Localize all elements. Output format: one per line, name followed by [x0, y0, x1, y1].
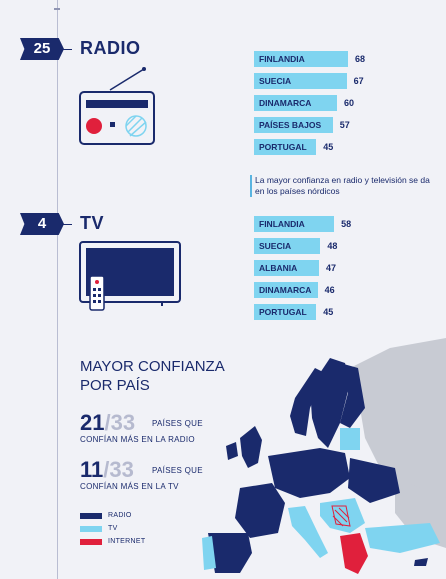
tv-rank-flag: 4 [20, 213, 64, 235]
legend-swatch-tv [80, 526, 102, 532]
tv-icon [79, 241, 181, 311]
map-region-portugal [202, 536, 216, 570]
bar-albania [254, 260, 319, 276]
map-region-italy [288, 506, 328, 558]
map-region-finland [340, 363, 365, 428]
legend-label-tv: TV [108, 525, 118, 532]
bar-value: 48 [327, 241, 338, 251]
bar-label: PORTUGAL [259, 307, 307, 317]
legend-swatch-internet [80, 539, 102, 545]
timeline-marker [54, 8, 60, 10]
bar-label: SUECIA [259, 76, 292, 86]
tv-tick [62, 224, 72, 225]
map-region-greece [340, 533, 368, 574]
bar-value: 46 [324, 285, 335, 295]
map-region-ukraine [348, 458, 400, 503]
legend-label-radio: RADIO [108, 512, 132, 519]
map-region-uk [240, 426, 262, 468]
map-title: MAYOR CONFIANZA POR PAÍS [80, 357, 225, 395]
bar-portugal [254, 304, 317, 320]
map-region-spain [208, 533, 252, 573]
map-region-cyprus [414, 558, 428, 566]
nordic-note: La mayor confianza en radio y televisión… [255, 175, 430, 196]
europe-map [202, 338, 446, 574]
bar-value: 67 [353, 76, 364, 86]
stat-radio-line2: CONFÍAN MÁS EN LA RADIO [80, 435, 195, 444]
bar-dinamarca [254, 282, 318, 298]
stat-radio-total: /33 [104, 410, 136, 435]
bar-label: PORTUGAL [259, 142, 307, 152]
tv-rank: 4 [37, 215, 47, 232]
bar-suecia [254, 73, 347, 89]
map-region-norway [290, 368, 325, 436]
map-hatch-lines [332, 507, 350, 527]
bar-value: 58 [341, 219, 352, 229]
bar-label: SUECIA [259, 241, 292, 251]
stat-radio-fraction: 21/33 [80, 410, 135, 436]
bar-label: DINAMARCA [259, 98, 312, 108]
stat-tv-fraction: 11/33 [80, 457, 134, 483]
radio-icon [79, 67, 155, 145]
bar-label: PAÍSES BAJOS [259, 120, 322, 130]
map-region-france [235, 483, 285, 538]
radio-tick [62, 49, 72, 50]
timeline-line [57, 0, 58, 579]
map-region-ireland [226, 442, 238, 460]
stat-tv-line1: PAÍSES QUE [152, 466, 203, 475]
radio-title: RADIO [80, 38, 141, 58]
bar-value: 57 [339, 120, 350, 130]
bar-value: 68 [355, 54, 366, 64]
stat-tv-line2: CONFÍAN MÁS EN LA TV [80, 482, 179, 491]
stat-radio-line1: PAÍSES QUE [152, 419, 203, 428]
map-region-balkans [320, 498, 365, 533]
bar-portugal [254, 139, 317, 155]
bar-value: 60 [343, 98, 354, 108]
note-accent-line [250, 175, 252, 197]
bar-finlandia [254, 216, 335, 232]
bar-label: FINLANDIA [259, 219, 305, 229]
bar-label: FINLANDIA [259, 54, 305, 64]
map-region-central [268, 448, 350, 498]
stat-radio-count: 21 [80, 410, 105, 435]
map-title-line1: MAYOR CONFIANZA [80, 358, 225, 375]
map-title-line2: POR PAÍS [80, 377, 150, 394]
bar-label: DINAMARCA [259, 285, 312, 295]
bar-suecia [254, 238, 321, 254]
stat-tv-count: 11 [80, 457, 104, 482]
bar-finlandia [254, 51, 348, 67]
map-region-turkey [365, 523, 440, 553]
bar-value: 45 [323, 142, 334, 152]
stat-tv-total: /33 [103, 457, 134, 482]
bar-value: 47 [325, 263, 336, 273]
radio-rank: 25 [33, 40, 51, 57]
bar-label: ALBANIA [259, 263, 298, 273]
bar-países-bajos [254, 117, 333, 133]
bar-value: 45 [323, 307, 334, 317]
tv-title: TV [80, 213, 105, 233]
legend-label-internet: INTERNET [108, 538, 146, 545]
radio-rank-flag: 25 [20, 38, 64, 60]
legend-swatch-radio [80, 513, 102, 519]
map-region-russia [350, 338, 446, 518]
bar-dinamarca [254, 95, 337, 111]
map-region-baltics [340, 428, 360, 450]
